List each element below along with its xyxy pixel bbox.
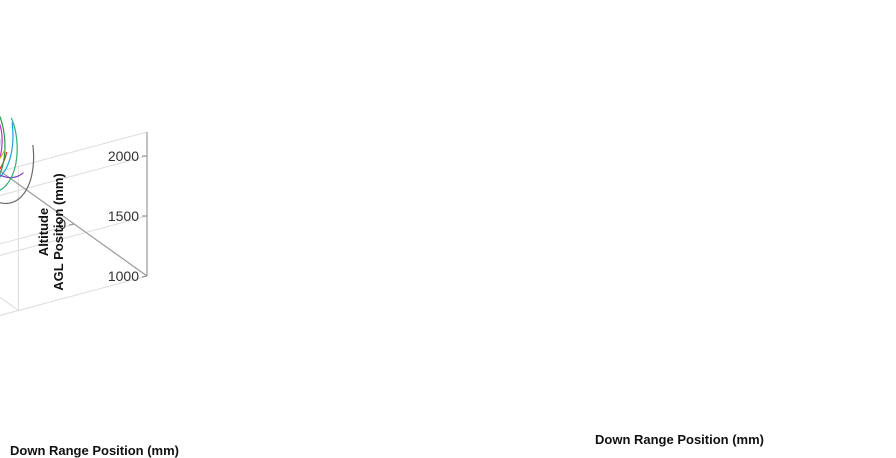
floor-gridline-y [0, 171, 2, 173]
trajectory-series-line [0, 172, 24, 179]
y-tick-mark [0, 171, 2, 173]
wall-gridline-z [0, 155, 148, 196]
wall-top-edge [0, 131, 148, 172]
tick-layer: -5000-4000-3000-2000-1000-2000-100001000… [0, 148, 148, 284]
trajectory-series-line [0, 117, 18, 191]
z-axis-label-line1: Altitude [36, 208, 51, 256]
floor-gridline-y [0, 275, 148, 316]
y-axis-line [0, 170, 148, 277]
y-tick-mark [141, 275, 148, 278]
wall-gridline-z [0, 215, 148, 256]
series-layer [0, 115, 35, 205]
y-tick-label: 0 [58, 216, 66, 232]
z-tick-label: 2000 [108, 148, 139, 164]
x-axis-label: Down Range Position (mm) [595, 432, 764, 447]
y-tick-mark [69, 223, 75, 226]
z-tick-label: 1500 [108, 208, 139, 224]
trajectory-series-line [0, 115, 6, 176]
grid-layer [0, 131, 148, 316]
y-axis-label: Down Range Position (mm) [10, 443, 179, 458]
y-tick-label: 1000 [108, 268, 139, 284]
z-axis-label-line2: AGL Position (mm) [51, 173, 66, 290]
